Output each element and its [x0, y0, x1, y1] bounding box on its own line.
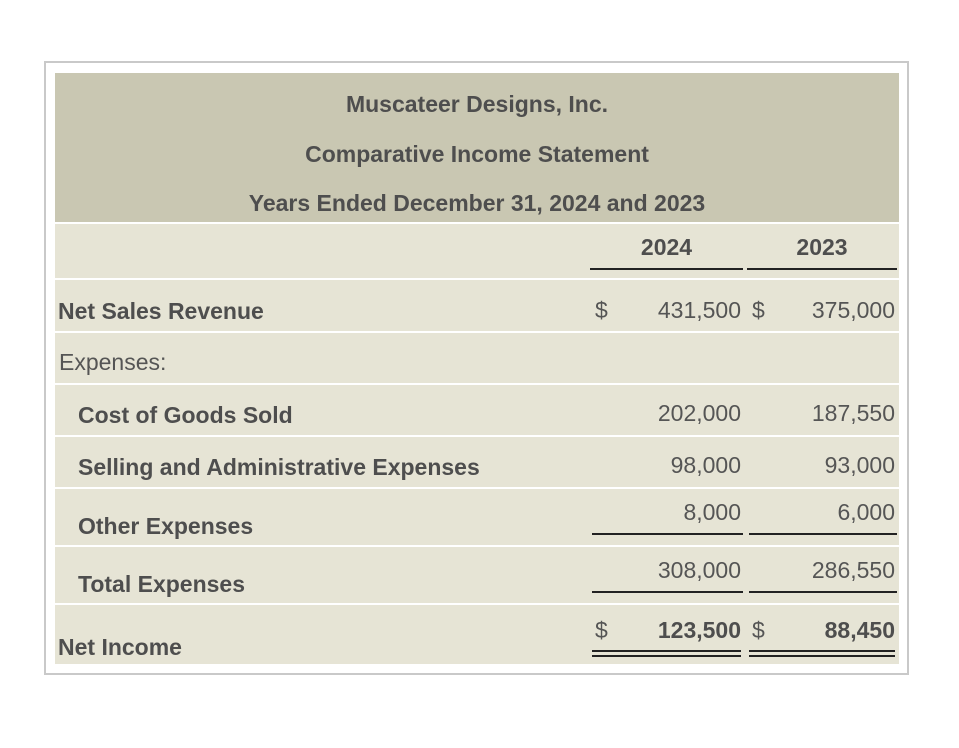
row-label-expenses: Expenses:	[59, 349, 167, 375]
net-sales-2023: 375,000	[811, 297, 895, 323]
net-income-2024: 123,500	[657, 617, 741, 643]
column-header-row: 2024 2023	[55, 222, 899, 278]
currency-symbol: $	[595, 297, 608, 323]
total-expenses-2024: 308,000	[657, 557, 741, 583]
cogs-2023: 187,550	[811, 400, 895, 426]
total-expenses-2023: 286,550	[811, 557, 895, 583]
other-2023: 6,000	[837, 499, 895, 525]
sga-2024: 98,000	[670, 452, 741, 478]
table-row: Net Income $ 123,500 $ 88,450	[55, 603, 899, 664]
cogs-2024: 202,000	[657, 400, 741, 426]
currency-symbol: $	[752, 297, 765, 323]
subtotal-underline-2024	[592, 533, 743, 535]
row-label-net-income: Net Income	[58, 634, 182, 660]
sga-2023: 93,000	[824, 452, 895, 478]
double-underline-2023	[749, 650, 895, 657]
column-underline-2024	[590, 268, 743, 270]
column-header-2023: 2023	[796, 234, 848, 260]
table-row: Other Expenses 8,000 6,000	[55, 487, 899, 545]
currency-symbol: $	[752, 617, 765, 643]
table-row: Total Expenses 308,000 286,550	[55, 545, 899, 603]
table-row: Selling and Administrative Expenses 98,0…	[55, 435, 899, 487]
other-2024: 8,000	[683, 499, 741, 525]
currency-symbol: $	[595, 617, 608, 643]
table-row: Net Sales Revenue $ 431,500 $ 375,000	[55, 278, 899, 331]
column-underline-2023	[747, 268, 897, 270]
row-label-net-sales: Net Sales Revenue	[58, 298, 264, 324]
company-name: Muscateer Designs, Inc.	[345, 91, 609, 117]
row-label-total-expenses: Total Expenses	[78, 571, 246, 597]
net-income-2023: 88,450	[824, 617, 895, 643]
column-header-2024: 2024	[640, 234, 693, 260]
statement-header: Muscateer Designs, Inc. Comparative Inco…	[55, 73, 899, 222]
row-label-sga: Selling and Administrative Expenses	[78, 454, 480, 480]
double-underline-2024	[592, 650, 741, 657]
subtotal-underline-2023	[749, 533, 897, 535]
table-row: Expenses:	[55, 331, 899, 383]
row-label-other: Other Expenses	[78, 513, 254, 539]
total-underline-2023	[749, 591, 897, 593]
row-label-cogs: Cost of Goods Sold	[78, 402, 293, 428]
total-underline-2024	[592, 591, 743, 593]
statement-title: Comparative Income Statement	[305, 141, 649, 167]
statement-period: Years Ended December 31, 2024 and 2023	[248, 190, 706, 216]
net-sales-2024: 431,500	[657, 297, 741, 323]
table-row: Cost of Goods Sold 202,000 187,550	[55, 383, 899, 435]
